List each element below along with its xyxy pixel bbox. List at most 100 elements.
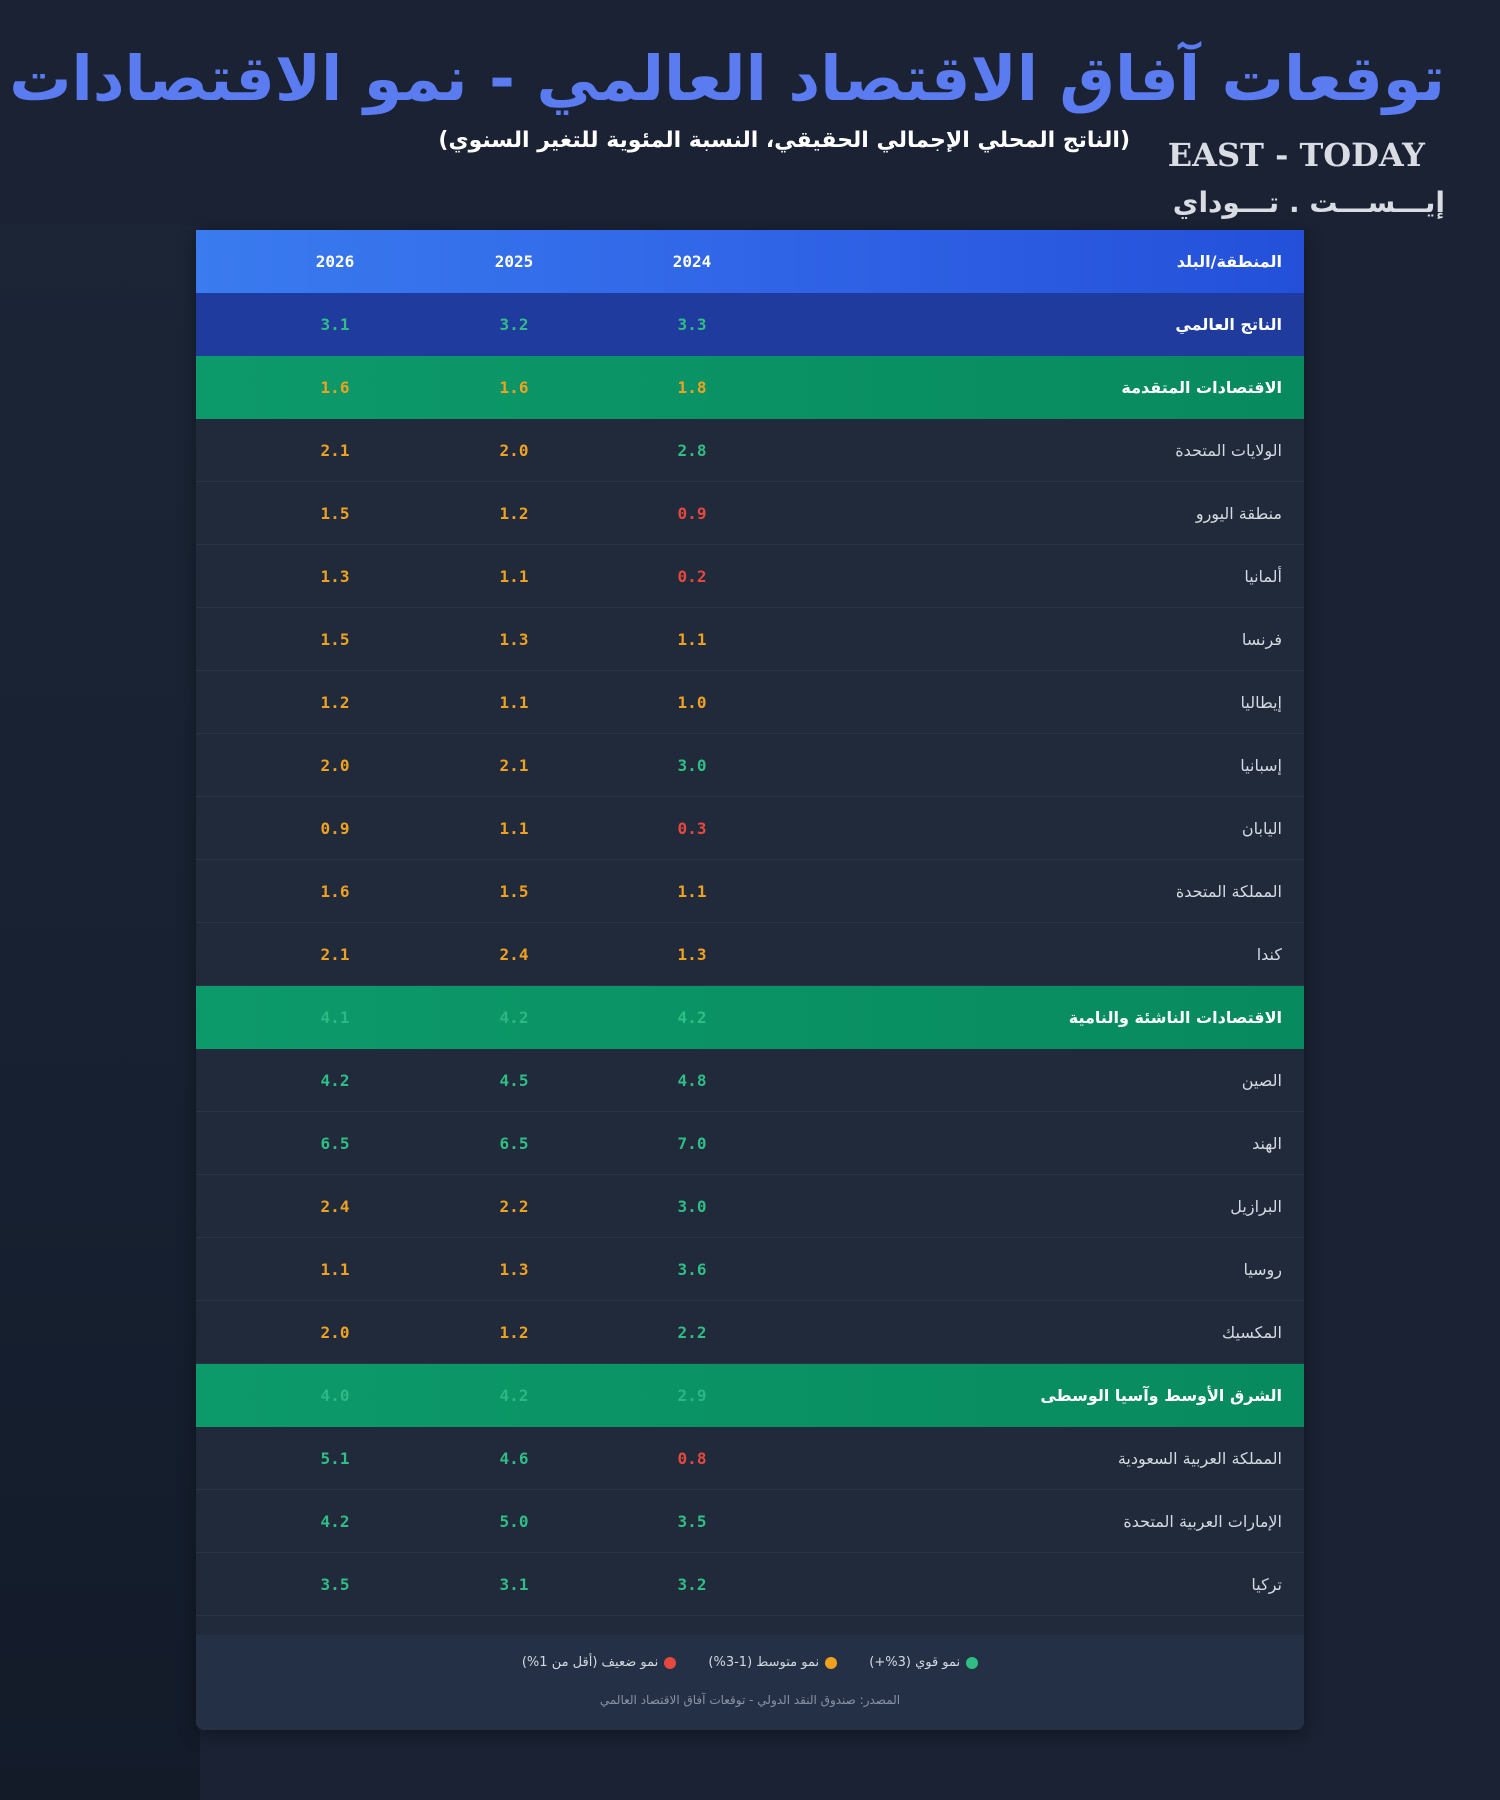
cell-2024: 3.2 bbox=[677, 1575, 707, 1594]
cell-2025: 2.0 bbox=[499, 441, 529, 460]
row-label: إيطاليا bbox=[1240, 693, 1282, 712]
column-header-region: المنطقة/البلد bbox=[1176, 252, 1282, 271]
cell-2026: 4.2 bbox=[320, 1071, 350, 1090]
cell-2025: 1.1 bbox=[499, 693, 529, 712]
legend-label-strong: نمو قوي (3%+) bbox=[869, 1655, 961, 1670]
legend: نمو قوي (3%+) نمو متوسط (1-3%) نمو ضعيف … bbox=[196, 1635, 1304, 1730]
table-row: البرازيل 3.0 2.2 2.4 bbox=[196, 1175, 1304, 1238]
cell-2025: 4.6 bbox=[499, 1449, 529, 1468]
table-row: إسبانيا 3.0 2.1 2.0 bbox=[196, 734, 1304, 797]
logo-english: EAST - TODAY bbox=[1167, 136, 1425, 174]
row-label: منطقة اليورو bbox=[1195, 504, 1282, 523]
cell-2026: 2.1 bbox=[320, 441, 350, 460]
cell-2025: 4.2 bbox=[499, 1386, 529, 1405]
cell-2026: 1.5 bbox=[320, 504, 350, 523]
cell-2026: 0.9 bbox=[320, 819, 350, 838]
column-header-2025: 2025 bbox=[494, 252, 534, 271]
cell-2025: 5.0 bbox=[499, 1512, 529, 1531]
cell-2025: 1.5 bbox=[499, 882, 529, 901]
row-label: ألمانيا bbox=[1244, 567, 1282, 586]
row-label: البرازيل bbox=[1230, 1197, 1282, 1216]
cell-2024: 1.3 bbox=[677, 945, 707, 964]
row-label: الصين bbox=[1241, 1071, 1282, 1090]
cell-2026: 6.5 bbox=[320, 1134, 350, 1153]
table-row: الإمارات العربية المتحدة 3.5 5.0 4.2 bbox=[196, 1490, 1304, 1553]
cell-2026: 1.2 bbox=[320, 693, 350, 712]
table-row: منطقة اليورو 0.9 1.2 1.5 bbox=[196, 482, 1304, 545]
table-row: كندا 1.3 2.4 2.1 bbox=[196, 923, 1304, 986]
cell-2025: 2.4 bbox=[499, 945, 529, 964]
cell-2025: 1.3 bbox=[499, 630, 529, 649]
cell-2024: 3.3 bbox=[677, 315, 707, 334]
logo-arabic: إيـــســـت . تـــوداي bbox=[1172, 186, 1445, 219]
row-label: الاقتصادات الناشئة والنامية bbox=[1068, 1008, 1282, 1027]
legend-item-strong: نمو قوي (3%+) bbox=[869, 1655, 979, 1670]
legend-label-weak: نمو ضعيف (أقل من 1%) bbox=[521, 1655, 659, 1670]
row-label: المكسيك bbox=[1222, 1323, 1282, 1342]
table-row: اليابان 0.3 1.1 0.9 bbox=[196, 797, 1304, 860]
cell-2024: 2.8 bbox=[677, 441, 707, 460]
table-row: ألمانيا 0.2 1.1 1.3 bbox=[196, 545, 1304, 608]
table-row: المكسيك 2.2 1.2 2.0 bbox=[196, 1301, 1304, 1364]
cell-2024: 4.2 bbox=[677, 1008, 707, 1027]
table-header-row: المنطقة/البلد 2024 2025 2026 bbox=[196, 230, 1304, 293]
cell-2024: 0.3 bbox=[677, 819, 707, 838]
table-row-group-mideast: الشرق الأوسط وآسيا الوسطى 2.9 4.2 4.0 bbox=[196, 1364, 1304, 1427]
cell-2024: 0.8 bbox=[677, 1449, 707, 1468]
row-label: فرنسا bbox=[1241, 630, 1282, 649]
cell-2024: 7.0 bbox=[677, 1134, 707, 1153]
cell-2025: 6.5 bbox=[499, 1134, 529, 1153]
legend-item-weak: نمو ضعيف (أقل من 1%) bbox=[521, 1655, 677, 1670]
legend-items: نمو قوي (3%+) نمو متوسط (1-3%) نمو ضعيف … bbox=[196, 1655, 1304, 1670]
cell-2026: 4.2 bbox=[320, 1512, 350, 1531]
source-note: المصدر: صندوق النقد الدولي - توقعات آفاق… bbox=[599, 1693, 901, 1707]
row-label: المملكة العربية السعودية bbox=[1117, 1449, 1282, 1468]
legend-label-moderate: نمو متوسط (1-3%) bbox=[708, 1655, 820, 1670]
cell-2025: 1.6 bbox=[499, 378, 529, 397]
column-header-2024: 2024 bbox=[672, 252, 712, 271]
row-label: الناتج العالمي bbox=[1175, 315, 1282, 334]
legend-item-moderate: نمو متوسط (1-3%) bbox=[708, 1655, 838, 1670]
row-label: تركيا bbox=[1251, 1575, 1282, 1594]
row-label: كندا bbox=[1256, 945, 1282, 964]
table-row: المملكة المتحدة 1.1 1.5 1.6 bbox=[196, 860, 1304, 923]
cell-2024: 3.0 bbox=[677, 1197, 707, 1216]
cell-2025: 3.2 bbox=[499, 315, 529, 334]
row-label: المملكة المتحدة bbox=[1175, 882, 1282, 901]
cell-2025: 4.5 bbox=[499, 1071, 529, 1090]
cell-2024: 1.1 bbox=[677, 882, 707, 901]
cell-2025: 1.1 bbox=[499, 567, 529, 586]
cell-2025: 1.1 bbox=[499, 819, 529, 838]
table-row-group-emerging: الاقتصادات الناشئة والنامية 4.2 4.2 4.1 bbox=[196, 986, 1304, 1049]
cell-2025: 2.1 bbox=[499, 756, 529, 775]
cell-2026: 1.5 bbox=[320, 630, 350, 649]
table-row: روسيا 3.6 1.3 1.1 bbox=[196, 1238, 1304, 1301]
table-row: المملكة العربية السعودية 0.8 4.6 5.1 bbox=[196, 1427, 1304, 1490]
cell-2026: 2.4 bbox=[320, 1197, 350, 1216]
row-label: الاقتصادات المتقدمة bbox=[1121, 378, 1282, 397]
cell-2026: 3.1 bbox=[320, 315, 350, 334]
table-row: الهند 7.0 6.5 6.5 bbox=[196, 1112, 1304, 1175]
row-label: الإمارات العربية المتحدة bbox=[1123, 1512, 1282, 1531]
cell-2024: 3.5 bbox=[677, 1512, 707, 1531]
table-row: تركيا 3.2 3.1 3.5 bbox=[196, 1553, 1304, 1616]
cell-2026: 1.1 bbox=[320, 1260, 350, 1279]
cell-2024: 2.9 bbox=[677, 1386, 707, 1405]
cell-2024: 1.1 bbox=[677, 630, 707, 649]
cell-2024: 2.2 bbox=[677, 1323, 707, 1342]
cell-2026: 5.1 bbox=[320, 1449, 350, 1468]
row-label: الولايات المتحدة bbox=[1175, 441, 1282, 460]
table-row-group-advanced: الاقتصادات المتقدمة 1.8 1.6 1.6 bbox=[196, 356, 1304, 419]
growth-table: المنطقة/البلد 2024 2025 2026 الناتج العا… bbox=[196, 230, 1304, 1730]
row-label: إسبانيا bbox=[1240, 756, 1282, 775]
cell-2026: 4.0 bbox=[320, 1386, 350, 1405]
cell-2024: 0.9 bbox=[677, 504, 707, 523]
red-dot-icon bbox=[664, 1656, 677, 1669]
page-subtitle: (الناتج المحلي الإجمالي الحقيقي، النسبة … bbox=[438, 128, 1130, 153]
cell-2025: 4.2 bbox=[499, 1008, 529, 1027]
row-label: اليابان bbox=[1241, 819, 1282, 838]
cell-2026: 1.3 bbox=[320, 567, 350, 586]
row-label: الشرق الأوسط وآسيا الوسطى bbox=[1040, 1386, 1282, 1405]
cell-2024: 1.0 bbox=[677, 693, 707, 712]
cell-2026: 1.6 bbox=[320, 378, 350, 397]
